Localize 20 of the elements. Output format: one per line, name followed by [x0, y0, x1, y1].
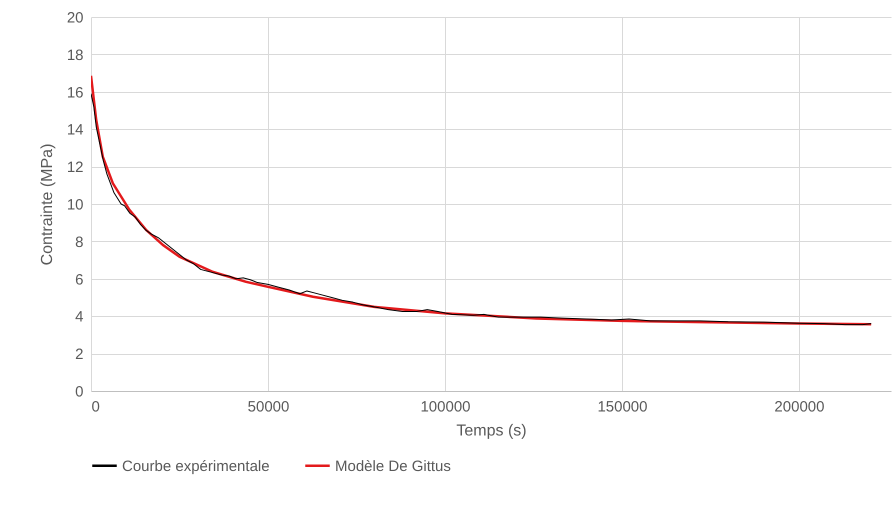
x-tick-label: 0 [92, 398, 100, 416]
y-tick-label: 16 [66, 84, 84, 102]
legend-label: Modèle De Gittus [335, 458, 451, 475]
x-tick-label: 100000 [420, 398, 471, 416]
y-tick-label: 4 [75, 308, 84, 326]
y-tick-label: 0 [75, 384, 84, 400]
y-tick-label: 6 [75, 271, 84, 288]
x-tick-label: 200000 [774, 398, 824, 416]
y-tick-label: 20 [66, 10, 84, 26]
y-tick-label: 8 [75, 234, 84, 251]
y-tick-label: 18 [66, 46, 84, 64]
x-tick-label: 50000 [248, 398, 290, 416]
x-axis-title: Temps (s) [456, 422, 527, 440]
x-tick-label: 150000 [597, 398, 648, 416]
y-tick-label: 12 [66, 159, 84, 176]
y-tick-label: 2 [75, 346, 84, 364]
y-tick-label: 10 [66, 196, 84, 214]
y-axis-title: Contrainte (MPa) [38, 144, 56, 266]
y-tick-label: 14 [66, 122, 84, 139]
legend-label: Courbe expérimentale [122, 458, 270, 475]
